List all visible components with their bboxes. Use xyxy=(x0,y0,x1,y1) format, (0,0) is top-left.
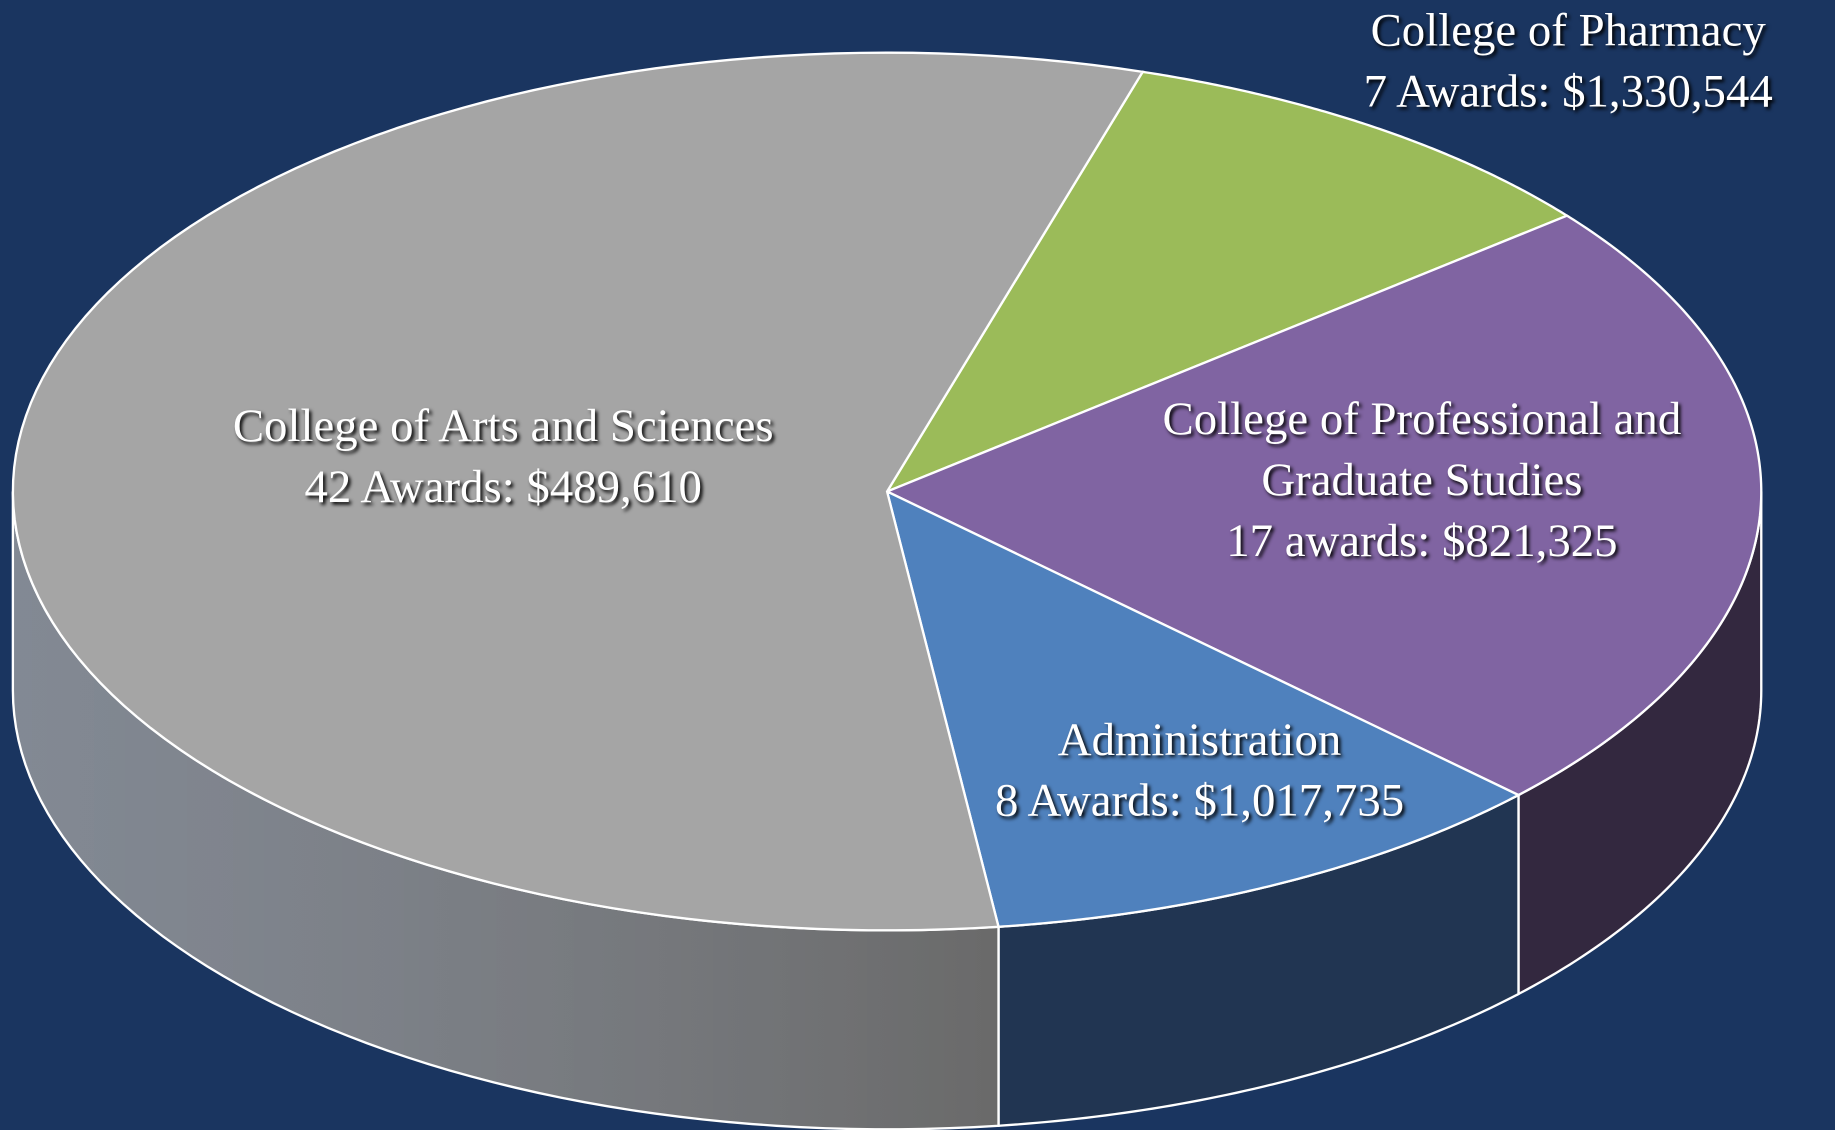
value-label: 42 Awards: $489,610 xyxy=(304,459,702,513)
slice xyxy=(884,214,1763,797)
data-label: College of Arts and Sciences 42 Awards: $… xyxy=(152,396,854,518)
slice xyxy=(11,51,1145,932)
data-label: College of Professional and Graduate Stu… xyxy=(1147,389,1697,572)
value-label: 8 Awards: $1,017,735 xyxy=(994,773,1405,827)
category-label: College of Professional and Graduate Stu… xyxy=(1162,392,1682,506)
data-label: College of Pharmacy 7 Awards: $1,330,544 xyxy=(1240,0,1835,122)
data-label: Administration 8 Awards: $1,017,735 xyxy=(872,709,1527,831)
category-label: College of Pharmacy xyxy=(1370,3,1766,57)
slice xyxy=(884,70,1570,494)
category-label: College of Arts and Sciences xyxy=(232,399,774,452)
slice xyxy=(885,489,1522,929)
category-label: Administration xyxy=(1057,712,1342,766)
value-label: 17 awards: $821,325 xyxy=(1226,513,1618,567)
value-label: 7 Awards: $1,330,544 xyxy=(1363,64,1773,118)
